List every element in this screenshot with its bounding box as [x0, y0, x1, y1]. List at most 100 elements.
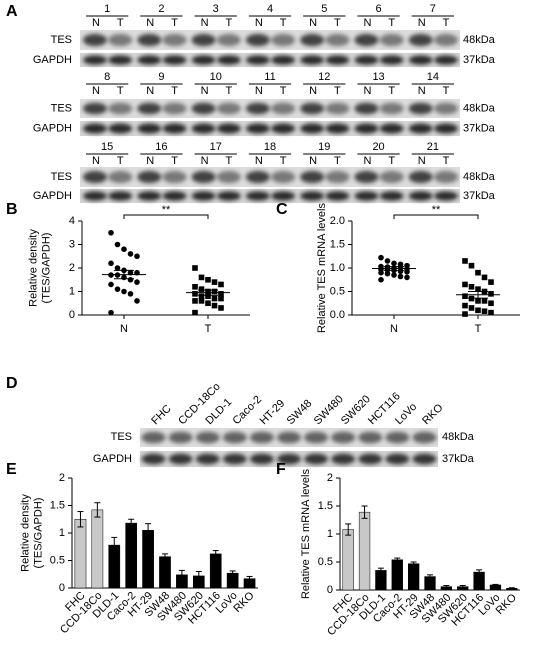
data-point	[488, 300, 494, 307]
data-point	[134, 279, 140, 285]
bar	[391, 559, 403, 591]
data-point	[384, 270, 391, 277]
blot-band	[434, 123, 458, 134]
blot-band	[408, 33, 433, 47]
lane-label: T	[388, 17, 395, 29]
error-bar	[443, 585, 450, 589]
data-point	[134, 253, 140, 260]
blot-band	[245, 102, 270, 115]
x-tick-label: T	[205, 323, 212, 335]
blot-band	[300, 170, 325, 184]
data-point	[481, 308, 488, 315]
lane-label: N	[363, 17, 371, 29]
blot-band	[137, 33, 162, 47]
y-axis-label: (TES/GAPDH)	[32, 498, 44, 569]
lane-number: 16	[155, 141, 167, 153]
data-point	[488, 291, 494, 297]
blot-band	[222, 431, 247, 444]
blot-band	[354, 123, 379, 134]
blot-band	[408, 102, 433, 115]
lane-label: T	[171, 155, 178, 167]
panel-label: A	[6, 3, 18, 20]
blot-band	[358, 431, 383, 444]
blot-band	[434, 170, 458, 184]
lane-label: N	[146, 155, 154, 167]
data-point	[192, 291, 198, 297]
data-point	[108, 281, 114, 288]
data-point	[192, 298, 198, 304]
blot-band	[83, 55, 107, 65]
lane-label: T	[171, 17, 178, 29]
panel-label: E	[6, 461, 17, 478]
y-tick-label: 1.0	[330, 262, 345, 274]
blot-band	[277, 431, 301, 444]
error-bar	[128, 518, 135, 528]
blot-band	[108, 170, 133, 184]
blot-band	[137, 102, 162, 115]
lane-number: 12	[318, 71, 330, 83]
blot-band	[162, 123, 187, 134]
y-tick-label: 1	[327, 528, 333, 540]
lane-label: N	[418, 155, 426, 167]
blot-band	[108, 33, 133, 47]
data-point	[462, 258, 468, 264]
blot-band	[141, 431, 166, 444]
data-point	[205, 276, 211, 283]
lane-label: T	[334, 155, 341, 167]
data-point	[114, 241, 121, 248]
data-point	[114, 286, 121, 292]
lane-number: 3	[213, 3, 219, 15]
blot-band	[191, 170, 216, 184]
significance-label: **	[432, 204, 441, 216]
data-point	[462, 293, 468, 299]
significance-bracket	[123, 214, 209, 219]
panel-label: F	[276, 461, 286, 478]
significance-label: **	[162, 204, 171, 216]
blot-band	[271, 33, 296, 47]
error-bar	[459, 585, 466, 589]
row-label: TES	[111, 431, 132, 443]
blot-band	[108, 102, 133, 115]
blot-band	[137, 55, 162, 65]
bar	[209, 553, 222, 589]
lane-number: 18	[264, 141, 276, 153]
lane-label: T	[334, 85, 341, 97]
error-bar	[178, 569, 185, 580]
lane-label: N	[363, 85, 371, 97]
data-point	[218, 281, 224, 288]
error-bar	[198, 289, 218, 296]
y-tick-label: 3	[69, 238, 75, 250]
data-point	[108, 260, 114, 267]
blot-band	[83, 123, 107, 134]
data-point	[198, 286, 205, 292]
lane-number: 14	[427, 71, 439, 83]
lane-number: 15	[101, 141, 113, 153]
data-point	[468, 262, 475, 269]
cell-line-label: LoVo	[393, 401, 419, 427]
panel-label: C	[276, 201, 288, 218]
lane-label: N	[309, 17, 317, 29]
error-bar	[195, 571, 202, 581]
blot-band	[137, 123, 162, 134]
bar	[159, 556, 171, 589]
error-bar	[384, 266, 404, 271]
cell-line-label: SW48	[285, 397, 315, 427]
blot-band	[245, 123, 270, 134]
lane-label: N	[363, 155, 371, 167]
blot-band	[195, 431, 220, 444]
blot-band	[354, 102, 379, 115]
lane-label: T	[443, 155, 450, 167]
row-label: TES	[51, 102, 72, 114]
lane-label: T	[334, 17, 341, 29]
blot-band	[354, 33, 379, 47]
data-point	[481, 298, 488, 304]
cell-line-label: SW480	[312, 393, 346, 427]
data-point	[475, 286, 481, 292]
size-label: 37kDa	[463, 122, 496, 134]
error-bar	[410, 561, 417, 566]
error-bar	[94, 502, 101, 518]
row-label: GAPDH	[33, 54, 72, 66]
data-point	[468, 305, 475, 311]
size-label: 37kDa	[463, 190, 496, 202]
